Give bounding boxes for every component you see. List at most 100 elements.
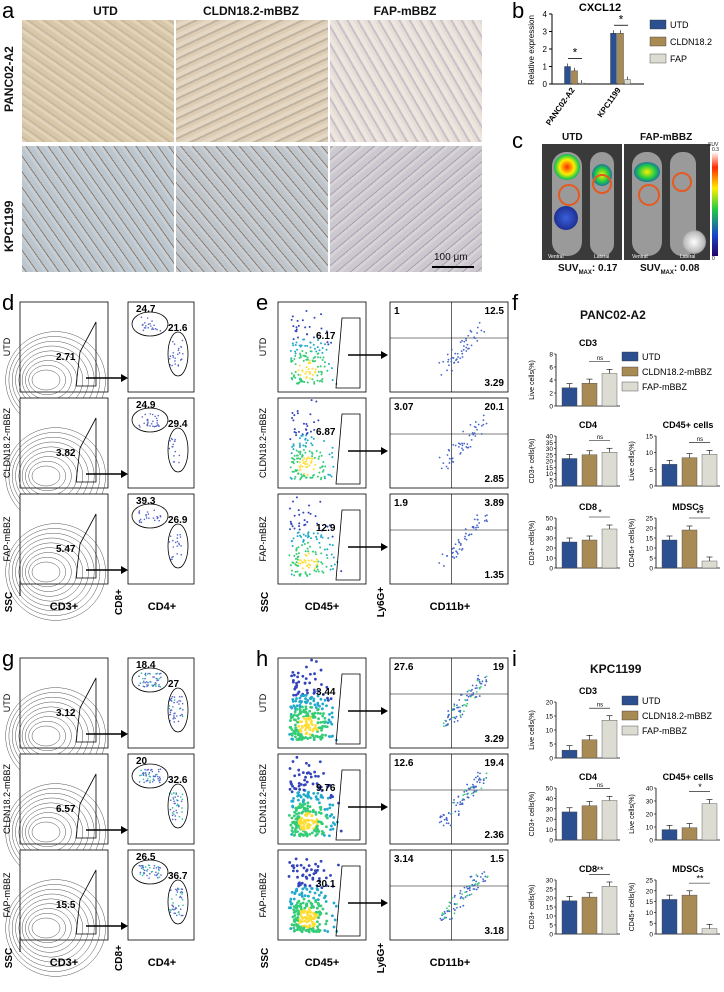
flow-event bbox=[142, 868, 145, 871]
flow-event bbox=[462, 798, 465, 801]
flow-event bbox=[291, 869, 295, 873]
flow-event bbox=[308, 924, 312, 928]
flow-event bbox=[158, 673, 161, 675]
flow-event bbox=[291, 678, 295, 682]
i-cd4-ylabel: CD3+ cells(%) bbox=[529, 792, 536, 837]
chart-b-xtick-label: PANC02-A2 bbox=[544, 86, 577, 128]
flow-event bbox=[296, 412, 299, 415]
flow-event bbox=[307, 764, 311, 767]
flow-event bbox=[178, 699, 180, 702]
flow-event bbox=[472, 884, 475, 887]
flow-event bbox=[301, 674, 305, 678]
flow-event bbox=[177, 905, 180, 907]
flow-event bbox=[330, 824, 333, 828]
pet-view-lateral-2: Lateral bbox=[680, 254, 696, 260]
flow-panel-g: 3.12UTD18.4276.57CLDN18.2-mBBZ2032.615.5… bbox=[2, 657, 195, 977]
flow-event bbox=[327, 537, 330, 540]
quadrant-lr-value: 3.29 bbox=[485, 734, 505, 745]
contour-line bbox=[25, 908, 72, 948]
flow-row-label: UTD bbox=[2, 337, 12, 356]
flow-event bbox=[313, 316, 316, 319]
flow-event bbox=[182, 904, 184, 907]
flow-event bbox=[447, 360, 449, 363]
flow-event bbox=[159, 686, 162, 688]
flow-event bbox=[176, 534, 179, 536]
flow-event bbox=[140, 316, 143, 318]
flow-event bbox=[294, 376, 297, 379]
flow-event bbox=[316, 730, 319, 733]
flow-event bbox=[331, 884, 335, 888]
flow-event bbox=[453, 703, 456, 706]
flow-event bbox=[173, 455, 175, 457]
flow-event bbox=[469, 423, 472, 426]
flow-event bbox=[290, 706, 294, 710]
flow-event bbox=[290, 523, 293, 526]
flow-event bbox=[304, 571, 307, 574]
panel-label-h: h bbox=[256, 646, 269, 671]
flow-event bbox=[297, 724, 300, 728]
flow-event bbox=[314, 515, 317, 518]
flow-event bbox=[308, 927, 312, 931]
quadrant-ul-value: 3.07 bbox=[394, 402, 414, 413]
flow-event bbox=[304, 694, 308, 697]
flow-event bbox=[294, 350, 297, 353]
flow-event bbox=[327, 473, 330, 476]
flow-event bbox=[472, 794, 475, 797]
flow-event bbox=[290, 540, 293, 543]
flow-event bbox=[464, 789, 466, 791]
flow-event bbox=[302, 511, 305, 514]
flow-event bbox=[140, 774, 143, 776]
flow-event bbox=[295, 826, 298, 830]
flow-event bbox=[299, 373, 302, 376]
flow-event bbox=[332, 556, 335, 559]
flow-event bbox=[305, 466, 308, 469]
flow-event bbox=[307, 550, 310, 553]
flow-axis-ly6g: Ly6G+ bbox=[376, 587, 387, 618]
flow-event bbox=[300, 344, 303, 347]
flow-event bbox=[302, 926, 306, 930]
flow-event bbox=[330, 735, 333, 738]
flow-event bbox=[290, 864, 294, 868]
flow-event bbox=[456, 801, 459, 804]
flow-event bbox=[330, 564, 333, 567]
flow-event bbox=[288, 554, 291, 557]
flow-event bbox=[298, 364, 301, 367]
flow-event bbox=[317, 339, 320, 342]
flow-event bbox=[446, 907, 448, 910]
flow-event bbox=[297, 369, 300, 372]
flow-event bbox=[294, 563, 297, 566]
flow-event bbox=[319, 904, 323, 908]
flow-event bbox=[146, 511, 149, 513]
flow-event bbox=[180, 796, 182, 798]
i-cd4-ytick-label: 10 bbox=[546, 827, 554, 834]
flow-event bbox=[305, 310, 308, 313]
panel-f-title: PANC02-A2 bbox=[580, 308, 646, 322]
flow-event bbox=[321, 693, 325, 696]
flow-event bbox=[463, 442, 466, 445]
flow-event bbox=[155, 683, 157, 685]
flow-event bbox=[291, 445, 294, 448]
flow-event bbox=[148, 672, 150, 675]
flow-event bbox=[155, 677, 158, 680]
flow-event bbox=[145, 780, 148, 782]
flow-event bbox=[304, 701, 308, 705]
cd45-scatter-plot bbox=[277, 849, 367, 941]
flow-event bbox=[325, 685, 329, 689]
flow-event bbox=[309, 512, 312, 515]
flow-event bbox=[180, 545, 182, 547]
flow-event bbox=[296, 919, 300, 922]
flow-event bbox=[153, 779, 155, 782]
f-cd8-ytick-label: 30 bbox=[546, 536, 554, 543]
pet-title-fap: FAP-mBBZ bbox=[640, 132, 693, 143]
f-mdsc-ytick-label: 0 bbox=[649, 566, 653, 573]
flow-event bbox=[470, 875, 473, 878]
flow-event bbox=[306, 474, 309, 477]
flow-event bbox=[292, 814, 296, 818]
flow-event bbox=[291, 915, 295, 919]
flow-event bbox=[450, 813, 453, 816]
flow-event bbox=[177, 720, 180, 723]
flow-event bbox=[172, 902, 174, 904]
flow-event bbox=[290, 452, 293, 455]
flow-event bbox=[321, 529, 324, 532]
